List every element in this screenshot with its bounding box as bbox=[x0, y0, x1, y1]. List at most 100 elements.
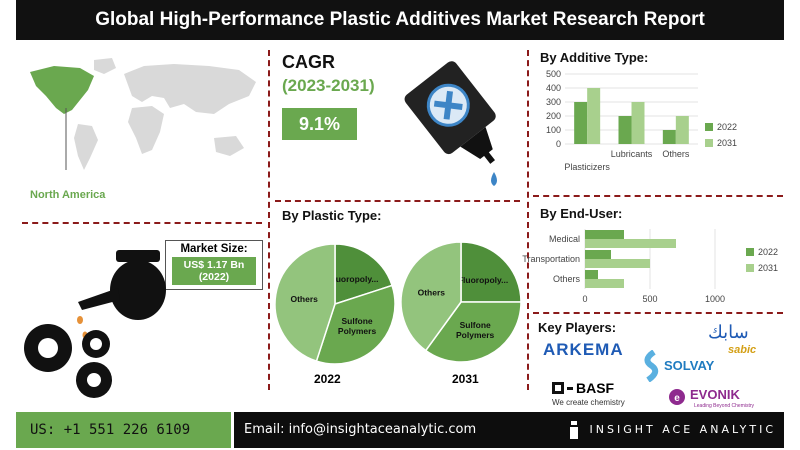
arkema-logo: ARKEMA bbox=[543, 340, 624, 359]
pie-slice bbox=[424, 301, 522, 363]
footer-email[interactable]: Email: info@insightaceanalytic.com bbox=[244, 422, 477, 437]
pie-slice-label: Fluoropoly... bbox=[328, 274, 378, 284]
x-tick-label: Plasticizers bbox=[564, 162, 610, 172]
gear-icon-large bbox=[24, 324, 72, 372]
map-australia bbox=[214, 136, 244, 156]
bar-2031 bbox=[587, 88, 601, 144]
x-tick-label: Others bbox=[662, 149, 690, 159]
x-tick-label: 1000 bbox=[705, 294, 725, 304]
y-tick-label: 500 bbox=[546, 69, 561, 79]
solvay-logo-icon bbox=[644, 350, 659, 382]
y-tick-label: 100 bbox=[546, 125, 561, 135]
footer-brand: INSIGHT ACE ANALYTIC bbox=[589, 423, 776, 436]
hbar-2031 bbox=[585, 239, 676, 248]
bar-2031 bbox=[675, 116, 689, 144]
bar-2022 bbox=[618, 116, 632, 144]
enduser-section-title: By End-User: bbox=[540, 206, 623, 221]
pie-slice bbox=[400, 241, 462, 352]
market-size-year: (2022) bbox=[198, 271, 230, 283]
basf-tagline: We create chemistry bbox=[552, 398, 625, 407]
players-section-title: Key Players: bbox=[538, 320, 617, 335]
gear-icon-medium bbox=[82, 330, 110, 358]
legend-swatch bbox=[746, 248, 754, 256]
pie-slice bbox=[315, 284, 396, 365]
pie-slice-label: Polymers bbox=[456, 330, 495, 340]
footer-phone[interactable]: US: +1 551 226 6109 bbox=[16, 412, 231, 448]
market-size-value-box: US$ 1.17 Bn (2022) bbox=[172, 257, 256, 285]
end-user-chart: 0 500 1000 Medical Transportation Others 2022 2… bbox=[522, 229, 778, 304]
region-label: North America bbox=[30, 189, 106, 201]
bar-2022 bbox=[574, 102, 588, 144]
pie-slice-label: Sulfone bbox=[341, 316, 372, 326]
y-tick-label: 0 bbox=[556, 139, 561, 149]
map-south-america bbox=[74, 124, 98, 170]
pie-slice-label: Others bbox=[418, 287, 446, 297]
legend-swatch bbox=[746, 264, 754, 272]
solvay-logo: SOLVAY bbox=[664, 358, 715, 373]
legend-swatch bbox=[705, 139, 713, 147]
pie-slice-label: Sulfone bbox=[460, 320, 491, 330]
pie-slice-label: Polymers bbox=[338, 326, 377, 336]
divider-map bbox=[22, 222, 262, 224]
divider-enduser bbox=[533, 312, 783, 314]
gear-icon-bottom bbox=[76, 362, 112, 398]
y-tick-label: Others bbox=[553, 274, 581, 284]
pie-slice bbox=[274, 243, 336, 363]
svg-text:e: e bbox=[674, 393, 680, 404]
evonik-logo-icon: e bbox=[669, 389, 685, 405]
pie-slice bbox=[460, 241, 522, 303]
y-tick-label: Transportation bbox=[522, 254, 580, 264]
pie-2022-label: 2022 bbox=[314, 372, 341, 386]
legend-label: 2031 bbox=[758, 263, 778, 273]
legend-label: 2022 bbox=[758, 247, 778, 257]
divider-right bbox=[527, 50, 529, 390]
world-map bbox=[30, 58, 256, 170]
y-tick-label: Medical bbox=[549, 234, 580, 244]
basf-square-icon bbox=[552, 382, 564, 394]
plastic-section-title: By Plastic Type: bbox=[282, 208, 382, 223]
market-size-value: US$ 1.17 Bn bbox=[183, 259, 245, 271]
x-tick-label: 500 bbox=[642, 294, 657, 304]
footer-bar: Email: info@insightaceanalytic.com INSIG… bbox=[234, 412, 784, 448]
sabic-logo: sabic bbox=[728, 344, 757, 356]
legend-label: 2022 bbox=[717, 122, 737, 132]
x-tick-label: Lubricants bbox=[611, 149, 653, 159]
sabic-arabic-logo: سابك bbox=[708, 322, 749, 342]
divider-left bbox=[268, 50, 270, 390]
x-tick-label: 0 bbox=[582, 294, 587, 304]
market-size-box: Market Size: US$ 1.17 Bn (2022) bbox=[165, 240, 263, 290]
map-africa bbox=[128, 106, 164, 154]
divider-cagr bbox=[275, 200, 520, 202]
divider-additive bbox=[533, 195, 783, 197]
pie-2031-label: 2031 bbox=[452, 372, 479, 386]
pie-slice-label: Fluoropoly... bbox=[458, 275, 508, 285]
report-title: Global High-Performance Plastic Additive… bbox=[16, 0, 784, 40]
additive-section-title: By Additive Type: bbox=[540, 50, 649, 65]
basf-logo-text: BASF bbox=[576, 380, 615, 396]
legend-swatch bbox=[705, 123, 713, 131]
map-greenland bbox=[94, 58, 116, 74]
basf-dash-icon bbox=[567, 386, 573, 390]
hbar-2022 bbox=[585, 250, 611, 259]
pie-slice-label: Others bbox=[290, 294, 318, 304]
hbar-2031 bbox=[585, 279, 624, 288]
bar-2022 bbox=[662, 130, 676, 144]
oil-can-gears-illustration bbox=[24, 250, 166, 398]
cagr-title: CAGR bbox=[282, 52, 335, 72]
evonik-tagline: Leading Beyond Chemistry bbox=[694, 403, 755, 409]
oil-can-icon bbox=[77, 250, 166, 339]
pie-slice bbox=[334, 243, 394, 306]
brand-icon bbox=[569, 421, 579, 444]
y-tick-label: 400 bbox=[546, 83, 561, 93]
cagr-value: 9.1% bbox=[282, 108, 357, 140]
basf-logo: BASF bbox=[552, 380, 614, 396]
map-north-america bbox=[30, 66, 94, 114]
bottle-icon bbox=[404, 61, 497, 186]
cagr-period: (2023-2031) bbox=[282, 76, 375, 95]
market-size-label: Market Size: bbox=[180, 243, 248, 255]
legend-label: 2031 bbox=[717, 138, 737, 148]
hbar-2022 bbox=[585, 270, 598, 279]
